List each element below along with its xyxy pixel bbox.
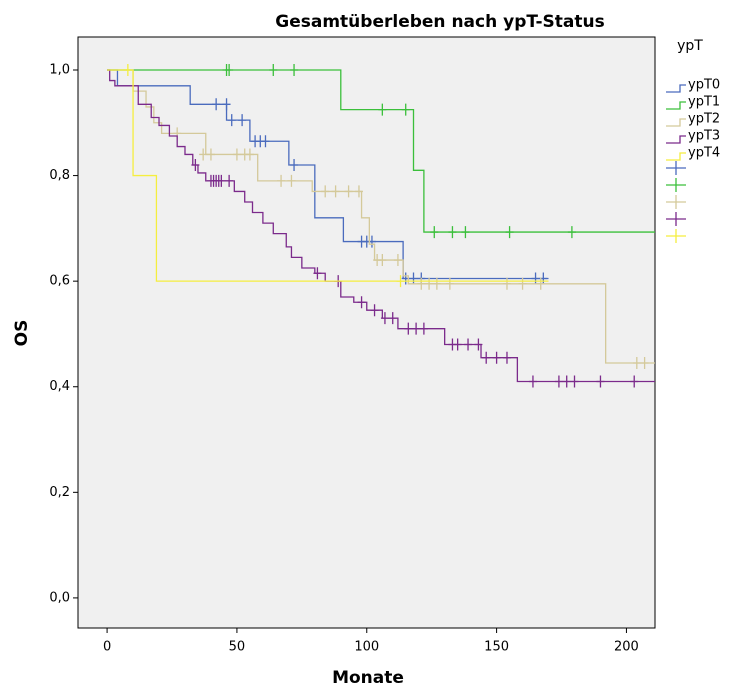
legend-line	[666, 135, 686, 144]
legend-label: ypT4	[688, 146, 720, 161]
legend-title: ypT	[677, 38, 703, 54]
censor-mark	[464, 338, 473, 351]
y-tick-label: 0,4	[49, 379, 70, 394]
censor-mark	[401, 103, 410, 116]
legend-label: ypT2	[688, 112, 720, 127]
censor-mark	[570, 375, 579, 388]
censor-mark	[474, 338, 483, 351]
censor-mark	[430, 226, 439, 239]
censor-mark	[354, 185, 363, 198]
legend-line	[666, 101, 686, 110]
censor-mark	[321, 185, 330, 198]
censor-mark	[217, 174, 226, 187]
legend-label: ypT1	[688, 95, 720, 110]
censor-mark	[212, 98, 221, 111]
censor-mark	[432, 277, 441, 290]
censor-mark	[528, 375, 537, 388]
censor-mark	[640, 356, 649, 369]
censor-mark	[357, 296, 366, 309]
censor-mark	[417, 277, 426, 290]
censor-mark	[370, 304, 379, 317]
legend-label: ypT3	[688, 129, 720, 144]
censor-mark	[505, 226, 514, 239]
censor-mark	[461, 226, 470, 239]
survival-curve	[107, 69, 655, 233]
censor-mark	[245, 148, 254, 161]
censor-mark	[448, 226, 457, 239]
censor-mark	[396, 275, 405, 288]
censor-mark	[562, 375, 571, 388]
censor-mark	[536, 277, 545, 290]
legend-censor	[666, 212, 686, 226]
censor-mark	[227, 114, 236, 127]
censor-mark	[225, 174, 234, 187]
censor-mark	[261, 135, 270, 148]
censor-mark	[567, 226, 576, 239]
legend-label: ypT0	[688, 78, 720, 93]
censor-mark	[277, 174, 286, 187]
survival-curve	[107, 69, 655, 364]
survival-curve	[107, 69, 655, 383]
censor-mark	[123, 63, 132, 76]
y-tick-label: 0,2	[49, 485, 70, 500]
legend-line	[666, 84, 686, 93]
censor-mark	[378, 103, 387, 116]
censor-mark	[290, 159, 299, 172]
censor-mark	[445, 277, 454, 290]
y-tick-label: 0,0	[49, 590, 70, 605]
censor-mark	[199, 148, 208, 161]
censor-mark	[388, 312, 397, 325]
censor-mark	[404, 322, 413, 335]
censor-mark	[412, 322, 421, 335]
legend-censor	[666, 161, 686, 175]
censor-mark	[419, 322, 428, 335]
censor-mark	[502, 351, 511, 364]
x-tick-label: 150	[484, 640, 509, 655]
censor-mark	[238, 114, 247, 127]
censor-mark	[313, 267, 322, 280]
censor-mark	[287, 174, 296, 187]
censor-mark	[425, 277, 434, 290]
censor-mark	[409, 272, 418, 285]
censor-mark	[344, 185, 353, 198]
censor-mark	[380, 312, 389, 325]
censor-mark	[632, 356, 641, 369]
legend-line	[666, 152, 686, 161]
censor-mark	[482, 351, 491, 364]
y-tick-label: 1,0	[49, 62, 70, 77]
censor-mark	[290, 63, 299, 76]
y-tick-label: 0,8	[49, 168, 70, 183]
censor-mark	[269, 63, 278, 76]
censor-mark	[596, 375, 605, 388]
censor-mark	[492, 351, 501, 364]
legend-censor	[666, 178, 686, 192]
legend-line	[666, 118, 686, 127]
censor-mark	[225, 63, 234, 76]
x-tick-label: 100	[354, 640, 379, 655]
censor-mark	[630, 375, 639, 388]
censor-mark	[331, 185, 340, 198]
x-tick-label: 200	[614, 640, 639, 655]
y-axis-label: OS	[12, 320, 32, 347]
censor-mark	[393, 254, 402, 267]
censor-mark	[378, 254, 387, 267]
censor-mark	[531, 272, 540, 285]
censor-mark	[191, 159, 200, 172]
censor-mark	[232, 148, 241, 161]
censor-mark	[554, 375, 563, 388]
censor-mark	[206, 148, 215, 161]
x-tick-label: 50	[229, 640, 246, 655]
censor-mark	[502, 277, 511, 290]
censor-mark	[222, 98, 231, 111]
y-tick-label: 0,6	[49, 274, 70, 289]
chart-title: Gesamtüberleben nach ypT-Status	[275, 12, 604, 32]
legend-censor	[666, 229, 686, 243]
x-tick-label: 0	[103, 640, 111, 655]
x-axis-label: Monate	[332, 668, 404, 688]
censor-mark	[518, 277, 527, 290]
legend-censor	[666, 195, 686, 209]
censor-mark	[453, 338, 462, 351]
